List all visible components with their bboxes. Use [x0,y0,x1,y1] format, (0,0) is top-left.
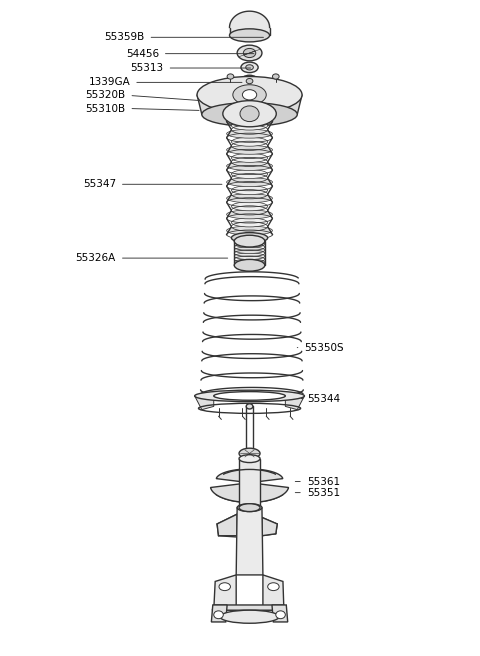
Ellipse shape [231,202,268,211]
Text: 55344: 55344 [307,394,340,403]
Ellipse shape [227,161,273,171]
Text: 55347: 55347 [83,179,116,190]
Ellipse shape [231,154,268,162]
Ellipse shape [231,218,268,227]
Ellipse shape [231,186,268,195]
Ellipse shape [220,610,279,623]
Ellipse shape [227,194,273,203]
Ellipse shape [246,451,253,456]
Polygon shape [239,459,260,508]
Ellipse shape [227,146,273,154]
Ellipse shape [276,611,285,619]
Ellipse shape [231,170,268,178]
Polygon shape [214,575,236,610]
Ellipse shape [246,404,253,409]
Ellipse shape [227,178,273,186]
Polygon shape [212,605,285,610]
Polygon shape [285,396,304,409]
Ellipse shape [273,74,279,79]
Polygon shape [263,575,284,610]
Text: 55350S: 55350S [304,342,344,352]
Text: 55361: 55361 [307,476,340,487]
Ellipse shape [234,259,265,271]
Ellipse shape [246,79,253,84]
Ellipse shape [246,65,253,70]
Text: 55359B: 55359B [104,32,144,43]
Ellipse shape [197,77,302,113]
Ellipse shape [227,226,273,235]
Text: 55310B: 55310B [85,104,125,113]
Text: 1339GA: 1339GA [88,77,130,87]
Text: 55326A: 55326A [76,253,116,263]
Ellipse shape [234,241,265,247]
Ellipse shape [237,504,262,512]
Text: 54456: 54456 [126,49,159,58]
Ellipse shape [227,74,234,79]
Ellipse shape [243,49,256,58]
Ellipse shape [227,129,273,138]
Ellipse shape [223,100,276,127]
Ellipse shape [234,247,265,253]
Ellipse shape [202,102,297,126]
Ellipse shape [237,45,262,61]
Ellipse shape [231,233,268,243]
Ellipse shape [233,85,266,105]
Ellipse shape [241,75,258,87]
Polygon shape [262,518,277,536]
Ellipse shape [268,583,279,590]
Ellipse shape [239,455,260,462]
Text: 55320B: 55320B [85,91,125,100]
Ellipse shape [214,392,285,400]
Polygon shape [211,605,227,622]
Ellipse shape [234,259,265,266]
Ellipse shape [214,611,223,619]
Ellipse shape [234,236,265,247]
Ellipse shape [241,62,258,73]
Ellipse shape [219,583,230,590]
Ellipse shape [231,121,268,130]
Text: 55351: 55351 [307,487,340,498]
Polygon shape [236,508,263,575]
Ellipse shape [242,90,257,100]
Text: 55313: 55313 [131,63,164,73]
Polygon shape [211,469,288,502]
Ellipse shape [234,253,265,260]
Ellipse shape [231,137,268,146]
Polygon shape [195,396,214,409]
Ellipse shape [240,106,259,121]
Ellipse shape [229,29,270,42]
Ellipse shape [195,390,304,401]
Ellipse shape [239,504,260,512]
Ellipse shape [227,210,273,219]
Polygon shape [197,95,302,114]
Ellipse shape [239,448,260,459]
Polygon shape [217,514,237,536]
Polygon shape [272,605,288,622]
